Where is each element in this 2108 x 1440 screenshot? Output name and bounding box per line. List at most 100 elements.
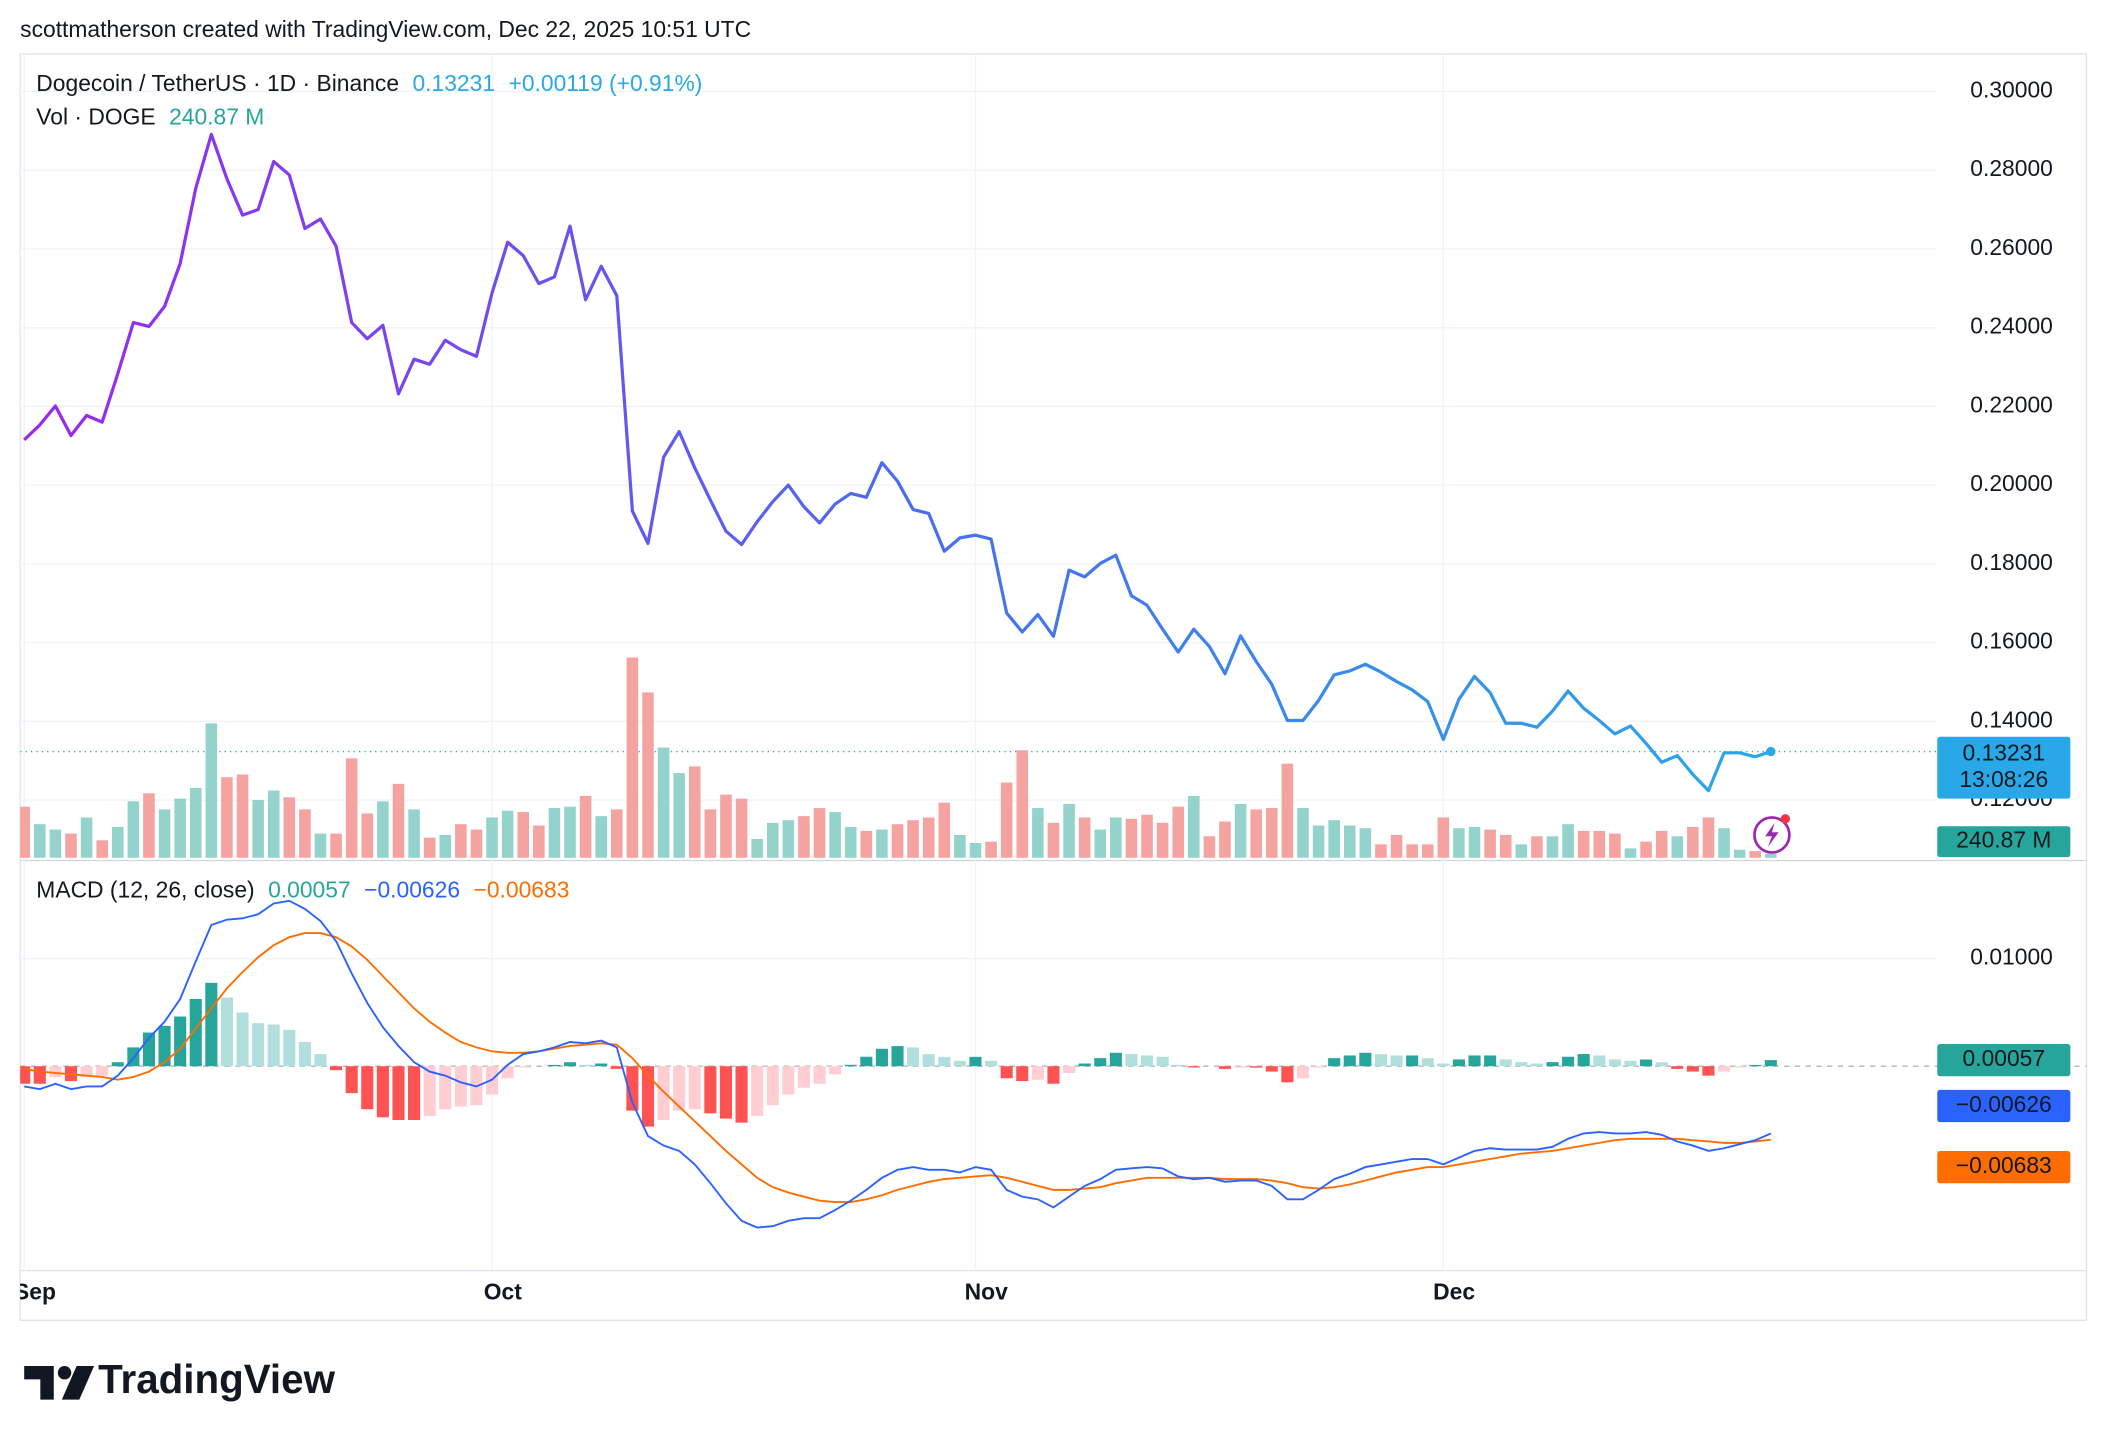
header: scottmatherson created with TradingView.…	[20, 16, 751, 42]
histogram-bar	[252, 1023, 265, 1067]
x-tick-label: Dec	[1433, 1278, 1475, 1304]
histogram-bar	[314, 1054, 327, 1067]
histogram-bar	[1749, 1064, 1762, 1067]
volume-bar	[127, 801, 140, 858]
histogram-bar	[766, 1066, 779, 1106]
histogram-bar	[1515, 1062, 1528, 1067]
volume-bar	[252, 799, 264, 858]
volume-bar	[205, 723, 218, 858]
volume-bar	[314, 833, 327, 858]
histogram-tag	[1937, 1043, 2071, 1077]
volume-bar	[1671, 836, 1684, 858]
volume-bar	[1421, 844, 1434, 858]
volume-bar	[143, 793, 155, 858]
y-tick-label: 0.28000	[1970, 155, 2053, 181]
volume-bar	[1250, 809, 1262, 858]
histogram-bar	[158, 1025, 171, 1067]
volume-bar	[345, 758, 358, 858]
overlay: 0.120000.140000.160000.180000.200000.220…	[36, 70, 2071, 1184]
histogram-tag-label: 0.00057	[1963, 1045, 2046, 1071]
volume-bar	[20, 806, 30, 858]
histogram-bar	[517, 1066, 530, 1068]
volume-bar	[1562, 824, 1574, 858]
histogram-bar	[860, 1056, 873, 1067]
volume-bar	[688, 766, 701, 858]
brand-name: TradingView	[98, 1356, 335, 1402]
volume-bar	[766, 822, 779, 858]
volume-bar	[1453, 828, 1465, 858]
histogram-bar	[907, 1047, 920, 1067]
volume-bar	[96, 840, 108, 858]
volume-bar	[751, 838, 763, 858]
volume-bar	[158, 809, 171, 858]
histogram-bar	[719, 1066, 733, 1119]
histogram-bar	[298, 1042, 311, 1067]
histogram-bar	[1764, 1060, 1777, 1067]
histogram-bar	[1530, 1063, 1543, 1067]
volume-bar	[922, 817, 935, 858]
volume-bar	[1156, 822, 1169, 858]
volume-bar	[1531, 836, 1543, 858]
volume-bar	[501, 810, 514, 858]
histogram-bar	[1577, 1054, 1590, 1067]
legend-item: Dogecoin / TetherUS · 1D · Binance	[36, 70, 399, 96]
volume-bar	[1172, 806, 1185, 858]
histogram-bar	[392, 1066, 405, 1120]
y-tick-label: 0.20000	[1970, 470, 2053, 496]
volume-bar	[1203, 836, 1216, 858]
volume-bar	[1718, 828, 1730, 858]
y-tick-label: 0.14000	[1970, 706, 2053, 732]
icon-badge	[1780, 814, 1791, 824]
volume-bar	[1390, 834, 1403, 858]
legend: MACD (12, 26, close) 0.00057 −0.00626 −0.00…	[36, 876, 569, 902]
volume-bar	[1328, 820, 1340, 858]
histogram-bar	[688, 1066, 701, 1110]
histogram-bar	[1187, 1066, 1200, 1068]
legend-item: 240.87 M	[169, 103, 264, 129]
plot-area: Sep Oct Nov Dec	[14, 53, 2087, 1304]
histogram-bar	[673, 1066, 686, 1111]
x-tick-label: Sep	[14, 1278, 56, 1304]
volume-bar	[1188, 795, 1200, 858]
histogram-bar	[782, 1066, 795, 1095]
brand-logo: TradingView	[24, 1356, 336, 1402]
histogram-bar	[985, 1060, 998, 1067]
histogram-bar	[205, 982, 218, 1067]
histogram-bar	[813, 1066, 826, 1084]
legend: Dogecoin / TetherUS · 1D · Binance 0.1323…	[36, 70, 702, 96]
legend-item: 0.13231	[412, 70, 495, 96]
volume-bar	[1749, 851, 1762, 858]
histogram-bar	[875, 1048, 888, 1067]
volume-bar	[1266, 808, 1278, 858]
volume-bar	[1281, 763, 1294, 858]
volume-bar	[49, 829, 62, 858]
histogram-bar	[376, 1066, 389, 1118]
histogram-bar	[439, 1066, 452, 1110]
volume-bar	[408, 809, 420, 858]
histogram-bar	[49, 1066, 62, 1077]
volume-bar	[1063, 804, 1075, 858]
volume-bar	[1609, 833, 1621, 858]
histogram-bar	[579, 1064, 592, 1067]
volume-bar	[1359, 828, 1372, 858]
volume-bar	[954, 834, 966, 858]
volume-tag-label: 240.87 M	[1956, 827, 2051, 853]
volume-bar	[174, 798, 186, 858]
histogram-bar	[735, 1066, 748, 1123]
volume-bar	[673, 773, 685, 858]
legend-item: +0.00119 (+0.91%)	[508, 70, 702, 96]
histogram-bar	[1546, 1062, 1559, 1067]
histogram-bar	[1343, 1055, 1356, 1067]
volume-bar	[704, 809, 717, 858]
histogram-bar	[1640, 1059, 1653, 1067]
volume-bar	[1468, 826, 1481, 858]
volume-bar	[1624, 848, 1637, 858]
volume-bar	[1141, 814, 1153, 858]
volume-bar	[1343, 825, 1356, 858]
histogram-bar	[953, 1060, 966, 1067]
volume-bar	[1375, 844, 1387, 858]
volume-bar	[189, 787, 202, 858]
logo-mark	[24, 1365, 54, 1400]
volume-bar	[111, 826, 124, 858]
